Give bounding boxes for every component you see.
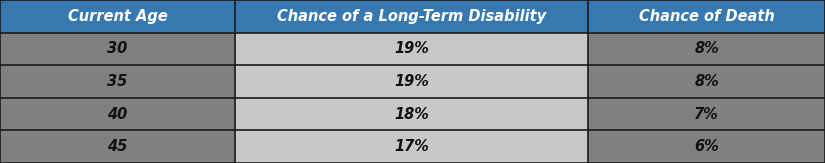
Text: 7%: 7% bbox=[694, 107, 719, 122]
Bar bbox=[235, 33, 588, 65]
Text: 45: 45 bbox=[107, 139, 128, 154]
Bar bbox=[588, 33, 825, 65]
Bar bbox=[588, 98, 825, 130]
Text: 35: 35 bbox=[107, 74, 128, 89]
Bar bbox=[588, 65, 825, 98]
Bar bbox=[235, 0, 588, 33]
Bar bbox=[0, 0, 235, 33]
Bar bbox=[0, 65, 235, 98]
Text: 6%: 6% bbox=[694, 139, 719, 154]
Bar bbox=[235, 98, 588, 130]
Text: Chance of a Long-Term Disability: Chance of a Long-Term Disability bbox=[277, 9, 546, 24]
Text: 19%: 19% bbox=[394, 74, 429, 89]
Text: Chance of Death: Chance of Death bbox=[639, 9, 775, 24]
Text: 18%: 18% bbox=[394, 107, 429, 122]
Bar bbox=[0, 33, 235, 65]
Bar bbox=[0, 98, 235, 130]
Text: 40: 40 bbox=[107, 107, 128, 122]
Text: 30: 30 bbox=[107, 41, 128, 56]
Text: 8%: 8% bbox=[694, 74, 719, 89]
Bar bbox=[235, 65, 588, 98]
Text: 17%: 17% bbox=[394, 139, 429, 154]
Bar bbox=[588, 0, 825, 33]
Bar bbox=[0, 130, 235, 163]
Bar bbox=[235, 130, 588, 163]
Text: 19%: 19% bbox=[394, 41, 429, 56]
Text: 8%: 8% bbox=[694, 41, 719, 56]
Text: Current Age: Current Age bbox=[68, 9, 167, 24]
Bar bbox=[588, 130, 825, 163]
